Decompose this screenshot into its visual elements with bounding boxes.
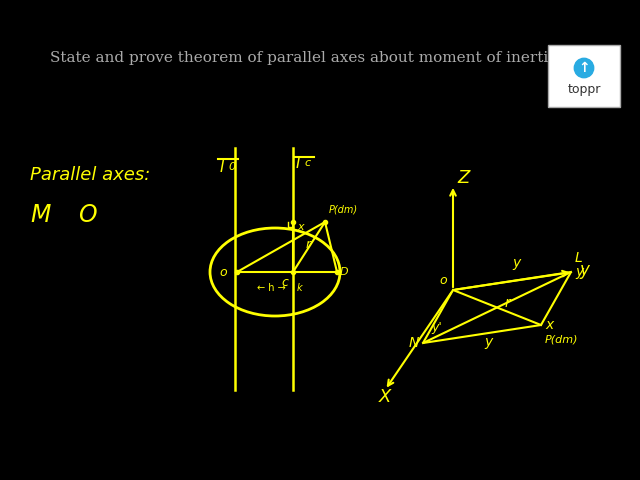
Text: x: x: [297, 222, 303, 232]
Text: N: N: [409, 336, 419, 350]
Text: y: y: [512, 256, 520, 270]
Text: L: L: [575, 251, 583, 265]
Text: y: y: [575, 265, 583, 279]
Text: y: y: [579, 261, 589, 279]
Text: M: M: [30, 203, 51, 227]
Text: x: x: [545, 318, 553, 332]
Text: P(dm): P(dm): [329, 204, 358, 214]
Text: I: I: [296, 156, 301, 170]
Text: D: D: [340, 267, 349, 277]
Text: ↑: ↑: [578, 61, 590, 75]
Text: I: I: [220, 159, 225, 175]
Text: 0: 0: [228, 162, 235, 172]
Text: r: r: [505, 296, 511, 310]
Text: toppr: toppr: [567, 84, 601, 96]
Text: o: o: [439, 274, 447, 287]
Text: c: c: [304, 158, 310, 168]
FancyBboxPatch shape: [548, 45, 620, 107]
Text: k: k: [297, 283, 303, 293]
Text: O: O: [78, 203, 97, 227]
Text: ← h →: ← h →: [257, 283, 285, 293]
Text: State and prove theorem of parallel axes about moment of inertia.: State and prove theorem of parallel axes…: [50, 51, 562, 65]
Text: Parallel axes:: Parallel axes:: [30, 166, 150, 184]
Text: X: X: [379, 388, 391, 406]
Text: o: o: [219, 265, 227, 278]
Text: y': y': [431, 321, 442, 334]
Text: Z: Z: [457, 169, 469, 187]
Text: c: c: [282, 276, 289, 288]
Circle shape: [575, 59, 593, 77]
Text: y: y: [484, 335, 492, 349]
Text: P(dm): P(dm): [545, 335, 579, 345]
Text: r: r: [306, 238, 311, 251]
